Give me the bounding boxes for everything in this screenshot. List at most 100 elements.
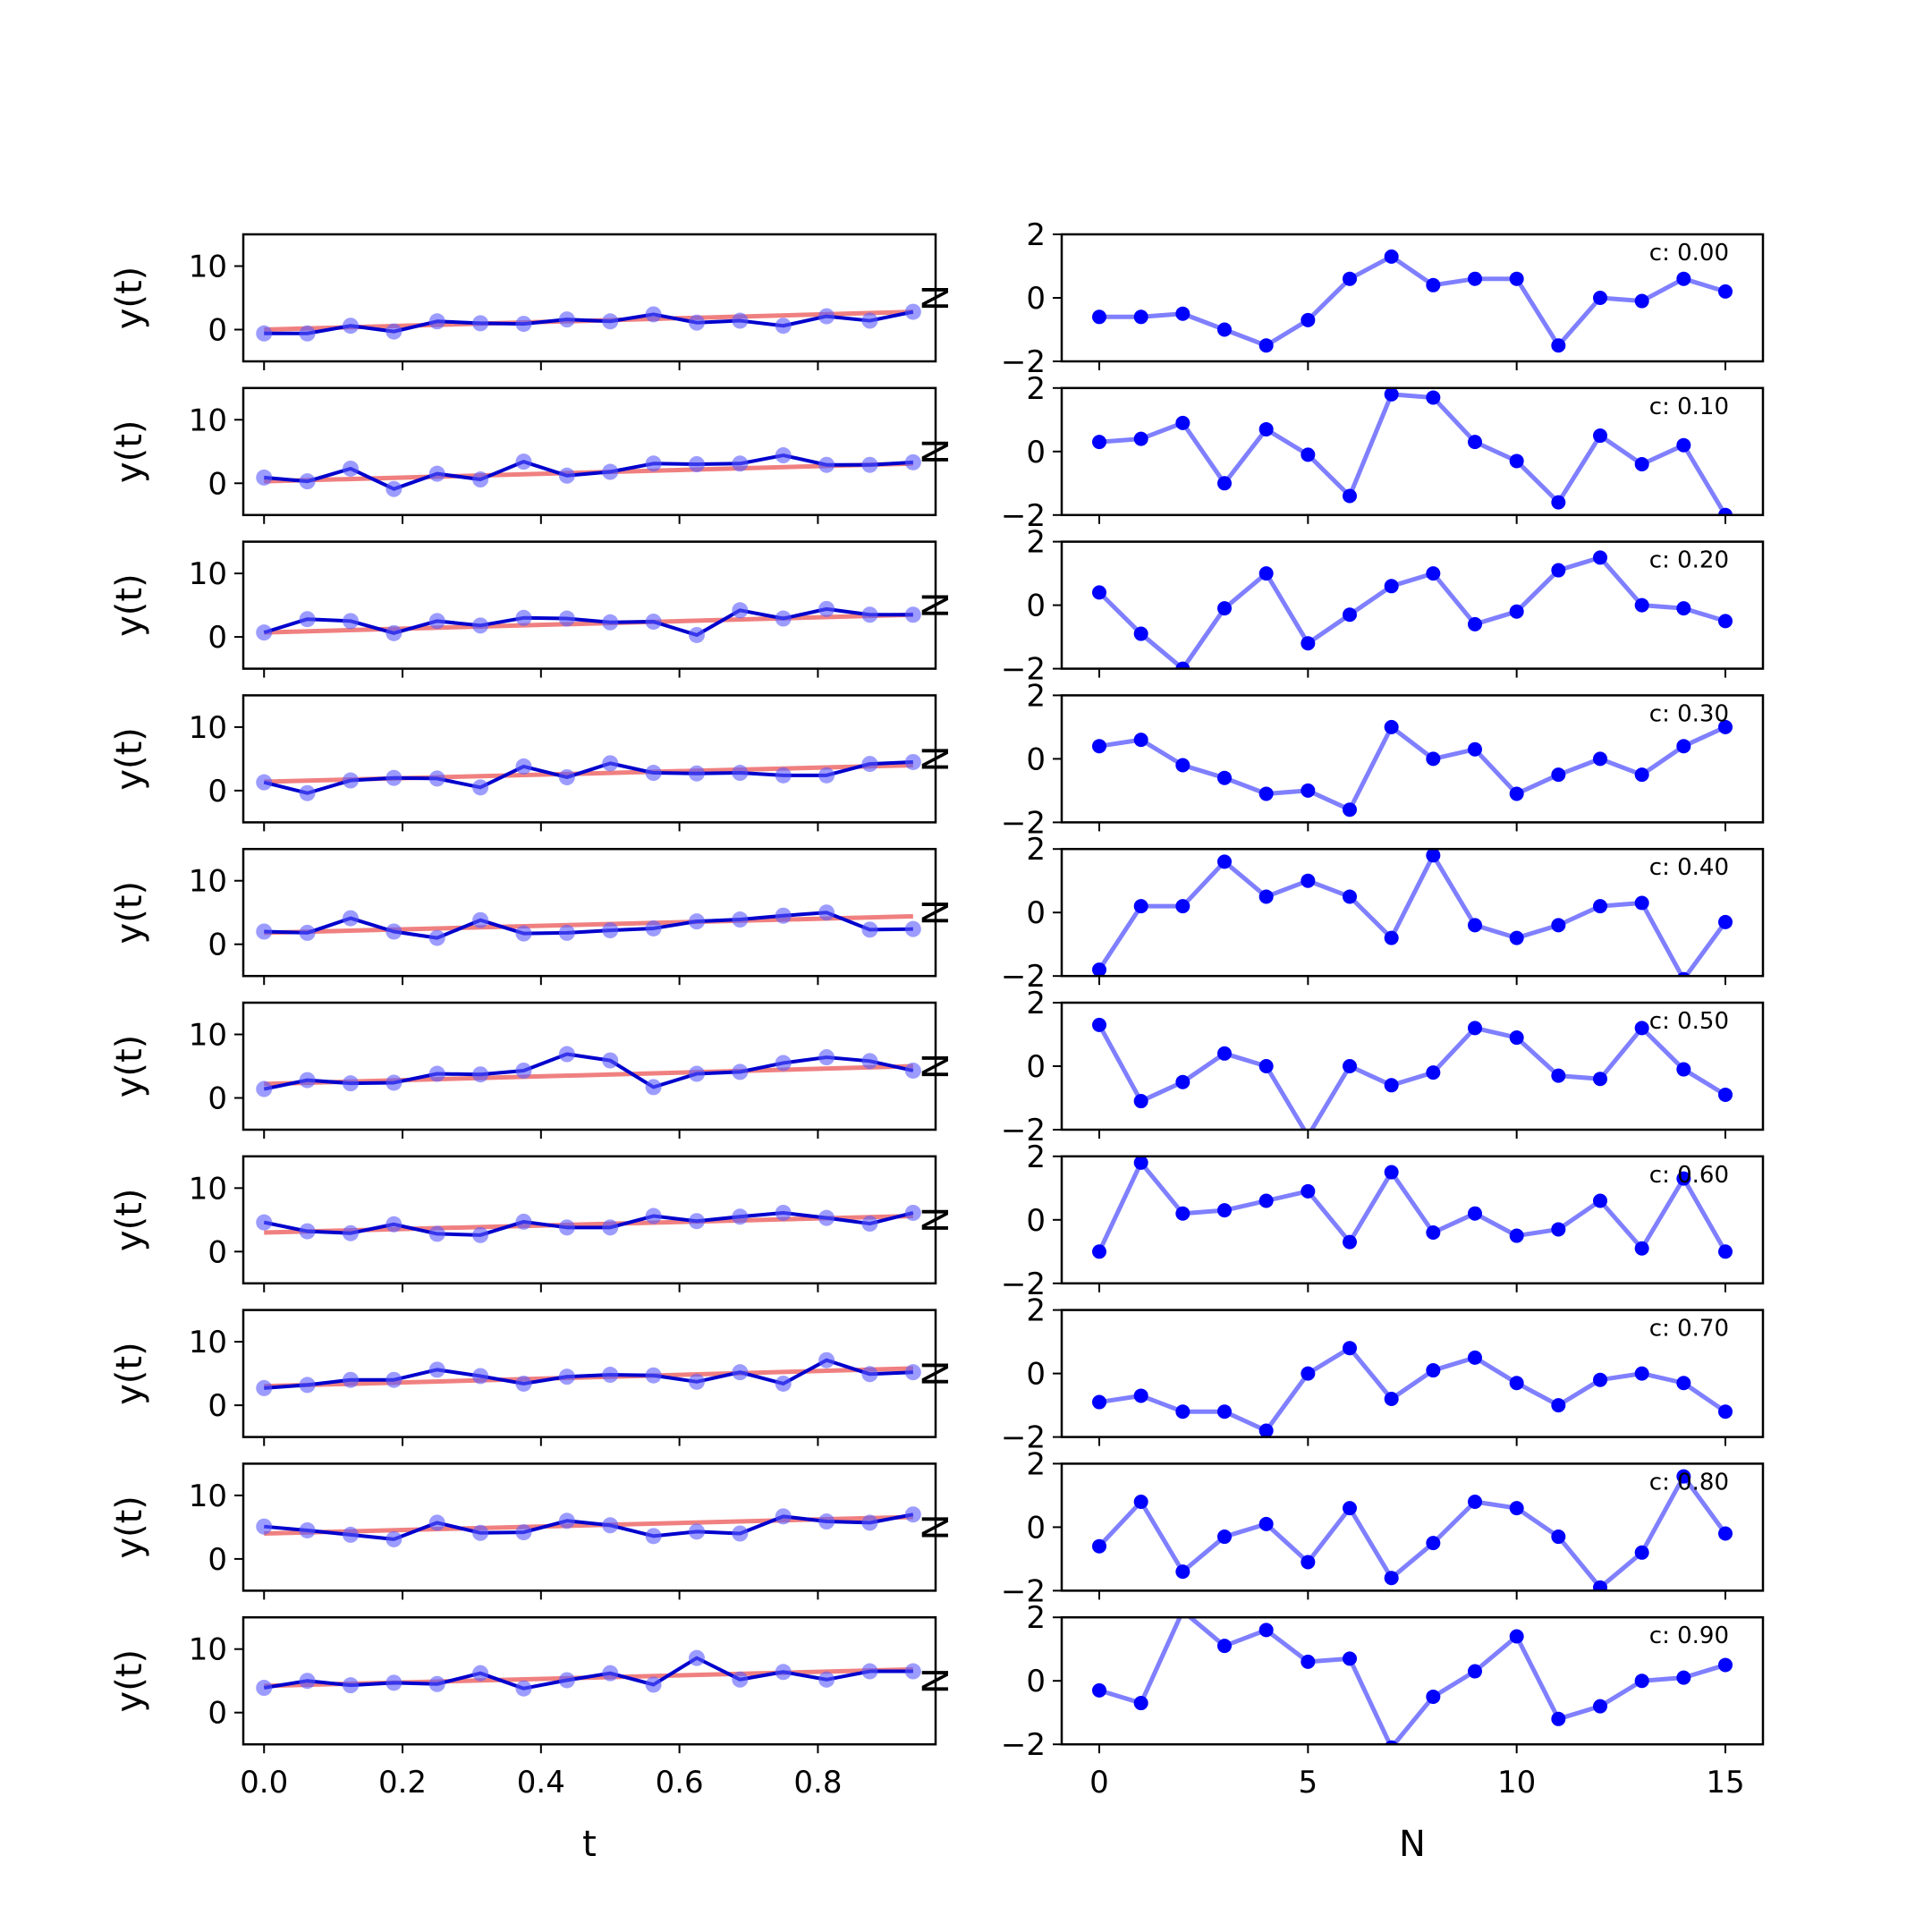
y-tick-label: 10 xyxy=(189,1171,227,1207)
data-point xyxy=(386,769,402,786)
left-plot-area xyxy=(256,1352,921,1396)
noise-point xyxy=(1175,415,1191,430)
noise-point xyxy=(1593,1580,1607,1591)
noise-point xyxy=(1634,597,1649,613)
noise-point xyxy=(1133,309,1148,325)
noise-point xyxy=(1718,1657,1733,1673)
right-plot-area xyxy=(1092,849,1733,977)
data-point xyxy=(558,1513,575,1530)
data-point xyxy=(428,613,445,630)
noise-point xyxy=(1593,1072,1607,1087)
y-tick-label: −2 xyxy=(1001,959,1046,995)
data-point xyxy=(472,471,489,488)
noise-point xyxy=(1301,1366,1316,1381)
right-plot-area xyxy=(1092,550,1733,669)
noise-point xyxy=(1384,1392,1399,1406)
data-point xyxy=(818,1352,835,1368)
right-panel: −2 0 2 c: 0.80 xyxy=(1001,1446,1765,1609)
right-plot-area xyxy=(1092,1156,1733,1259)
left-plot-area xyxy=(256,1046,921,1097)
c-value-annotation: c: 0.60 xyxy=(1649,1162,1729,1189)
data-point xyxy=(732,602,749,619)
y-tick-label: −2 xyxy=(1001,1420,1046,1456)
left-axes-frame xyxy=(242,1001,937,1131)
data-point xyxy=(861,606,878,623)
noise-point xyxy=(1175,758,1191,773)
noise-point xyxy=(1634,1021,1649,1036)
data-point xyxy=(861,1216,878,1233)
left-panel: 0 10 y(t) xyxy=(109,847,937,986)
c-value-annotation: c: 0.30 xyxy=(1649,700,1729,727)
noise-point xyxy=(1385,1740,1398,1745)
data-point xyxy=(775,1055,792,1072)
data-point xyxy=(256,1080,273,1097)
x-tick-label: 0.0 xyxy=(240,1765,288,1801)
noise-point xyxy=(1426,1225,1441,1240)
hidden-axis-label: N xyxy=(916,1360,957,1387)
noise-point xyxy=(1426,1363,1441,1378)
data-line xyxy=(263,1052,914,1091)
noise-point xyxy=(1384,249,1399,264)
data-point xyxy=(472,1226,489,1243)
data-point xyxy=(861,456,878,473)
data-point xyxy=(775,1204,792,1221)
data-point xyxy=(472,1524,489,1541)
right-panel: −2 0 2 c: 0.50 xyxy=(1001,986,1765,1148)
noise-point xyxy=(1175,1206,1191,1221)
y-tick-label: 10 xyxy=(189,710,227,746)
y-tick-label: 0 xyxy=(1026,435,1046,470)
y-tick-label: −2 xyxy=(1001,498,1046,534)
data-point xyxy=(558,467,575,484)
noise-point xyxy=(1718,914,1733,929)
noise-point xyxy=(1468,435,1482,450)
data-point xyxy=(342,318,359,335)
noise-line xyxy=(1097,852,1728,977)
noise-point xyxy=(1509,930,1524,945)
x-tick-label: 0.2 xyxy=(378,1765,427,1801)
data-point xyxy=(386,1674,402,1691)
data-point xyxy=(428,313,445,330)
noise-point xyxy=(1718,1244,1733,1259)
noise-point xyxy=(1384,387,1399,402)
noise-point xyxy=(1175,1564,1191,1580)
data-point xyxy=(558,924,575,941)
data-point xyxy=(602,313,619,330)
data-point xyxy=(515,1213,532,1230)
noise-point xyxy=(1468,1350,1482,1365)
right-panel: −2 0 2 c: 0.10 xyxy=(1001,371,1765,534)
y-tick-label: 0 xyxy=(1026,1203,1046,1239)
left-plot-area xyxy=(256,600,921,643)
hidden-axis-label: N xyxy=(916,592,957,619)
noise-point xyxy=(1092,1017,1106,1032)
y-tick-label: 0 xyxy=(1026,1357,1046,1393)
data-point xyxy=(342,1224,359,1241)
y-axis-label: y(t) xyxy=(109,881,150,945)
data-point xyxy=(602,1367,619,1384)
data-point xyxy=(818,1049,835,1066)
data-point xyxy=(688,1523,705,1540)
noise-point xyxy=(1343,1059,1357,1073)
noise-point xyxy=(1343,1501,1357,1516)
y-tick-label: −2 xyxy=(1001,805,1046,841)
y-tick-label: 0 xyxy=(1026,281,1046,317)
noise-point xyxy=(1718,1087,1733,1102)
data-point xyxy=(602,463,619,480)
data-point xyxy=(299,1521,316,1538)
noise-point xyxy=(1468,1495,1482,1509)
data-point xyxy=(256,774,273,791)
data-point xyxy=(386,1371,402,1388)
noise-point xyxy=(1426,566,1441,581)
y-tick-label: −2 xyxy=(1001,344,1046,380)
data-point xyxy=(299,1673,316,1690)
data-point xyxy=(299,473,316,490)
left-panel: 0 10 0.0 0.2 0.4 0.6 0.8 y(t) t xyxy=(109,1615,937,1865)
noise-point xyxy=(1593,428,1607,444)
left-axes-frame xyxy=(242,1309,937,1438)
y-tick-label: 10 xyxy=(189,1325,227,1360)
noise-point xyxy=(1426,849,1441,863)
noise-point xyxy=(1718,719,1733,734)
left-axes-frame xyxy=(242,233,937,363)
left-panel: 0 10 y(t) xyxy=(109,386,937,524)
data-point xyxy=(299,1223,316,1240)
